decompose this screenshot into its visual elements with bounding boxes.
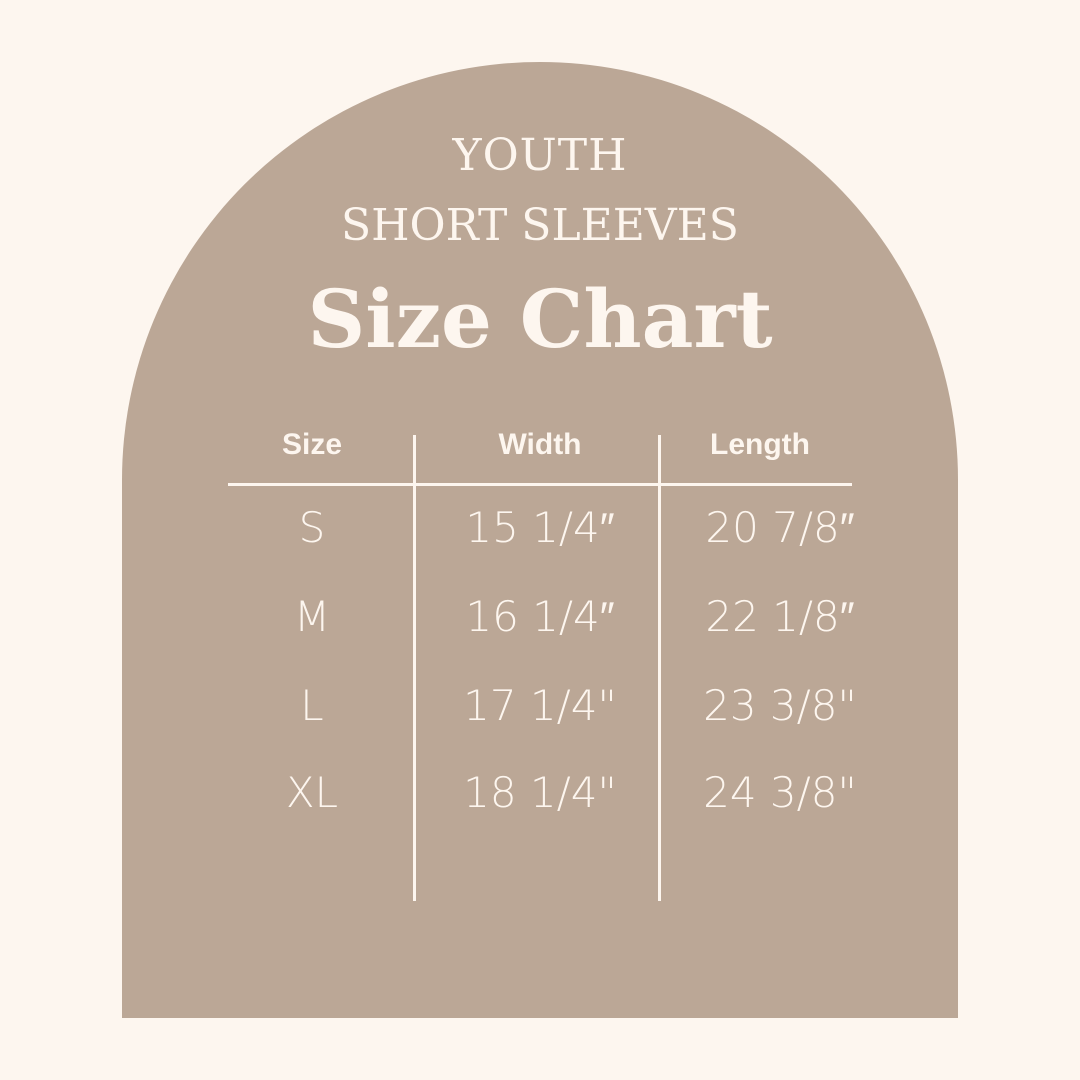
width-cell: 18 1/4"	[463, 768, 617, 817]
title-short-sleeves: SHORT SLEEVES	[341, 200, 739, 251]
title-youth: YOUTH	[452, 130, 628, 181]
column-divider	[413, 435, 416, 901]
size-cell: L	[300, 681, 324, 730]
width-cell: 15 1/4″	[465, 503, 615, 552]
arch-background	[122, 62, 958, 1018]
size-cell: M	[293, 592, 331, 641]
width-cell: 16 1/4″	[465, 592, 615, 641]
length-cell: 24 3/8"	[703, 768, 857, 817]
column-divider	[658, 435, 661, 901]
header-divider	[228, 483, 852, 486]
header-width: Width	[498, 428, 582, 461]
header-length: Length	[710, 428, 810, 461]
length-cell: 20 7/8″	[705, 503, 855, 552]
length-cell: 23 3/8"	[703, 681, 857, 730]
width-cell: 17 1/4"	[463, 681, 617, 730]
title-size-chart: Size Chart	[307, 272, 773, 366]
size-cell: XL	[285, 768, 339, 817]
header-size: Size	[281, 428, 343, 461]
size-cell: S	[298, 503, 326, 552]
length-cell: 22 1/8″	[705, 592, 855, 641]
